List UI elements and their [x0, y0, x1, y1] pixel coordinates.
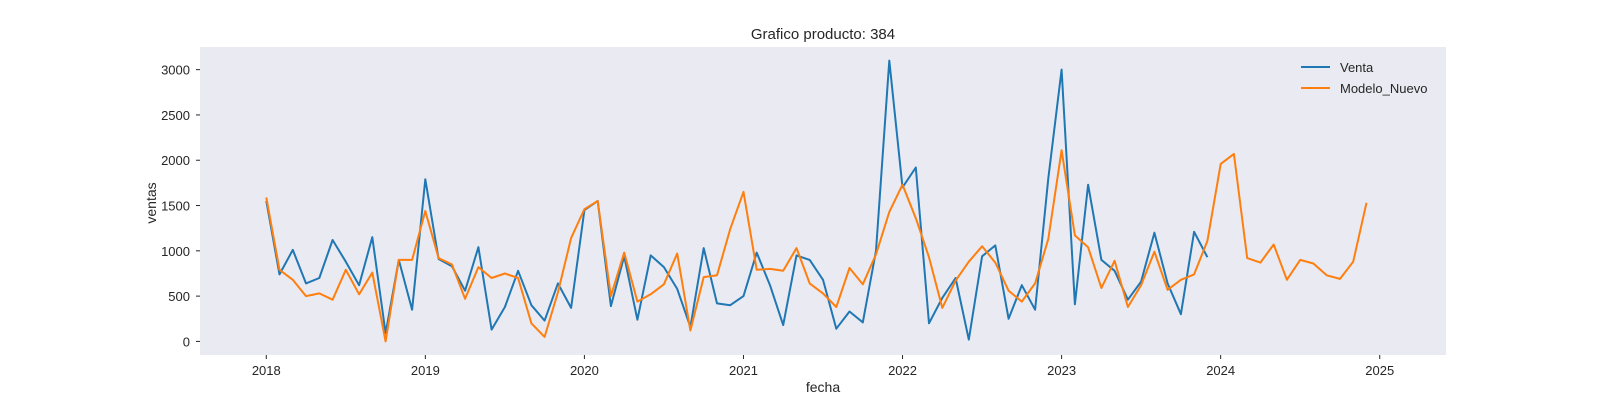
x-tick-label: 2018 — [252, 363, 281, 378]
y-tick-label: 3000 — [161, 63, 190, 78]
x-tick-label: 2019 — [411, 363, 440, 378]
y-tick-label: 0 — [183, 334, 190, 349]
x-axis-ticks: 2018 2019 2020 2021 2022 2023 2024 2025 — [252, 355, 1394, 378]
y-tick-label: 2500 — [161, 108, 190, 123]
series-line-modelo-nuevo — [265, 149, 1368, 343]
x-axis-title: fecha — [806, 379, 840, 395]
y-tick-label: 2000 — [161, 153, 190, 168]
x-tick-label: 2022 — [888, 363, 917, 378]
x-tick-label: 2025 — [1365, 363, 1394, 378]
legend: Venta Modelo_Nuevo — [1301, 60, 1427, 96]
x-tick-label: 2023 — [1047, 363, 1076, 378]
chart-title: Grafico producto: 384 — [751, 26, 895, 43]
x-tick-label: 2020 — [570, 363, 599, 378]
y-tick-label: 1500 — [161, 199, 190, 214]
series-line-venta — [265, 59, 1209, 341]
legend-label-venta: Venta — [1340, 60, 1374, 75]
y-axis-ticks: 0 500 1000 1500 2000 2500 3000 — [161, 63, 200, 349]
plot-area — [200, 47, 1446, 355]
series-layer — [265, 59, 1368, 343]
y-axis-title: ventas — [143, 182, 159, 223]
y-tick-label: 1000 — [161, 244, 190, 259]
x-tick-label: 2021 — [729, 363, 758, 378]
y-tick-label: 500 — [168, 289, 190, 304]
legend-label-modelo-nuevo: Modelo_Nuevo — [1340, 81, 1427, 96]
x-tick-label: 2024 — [1206, 363, 1235, 378]
